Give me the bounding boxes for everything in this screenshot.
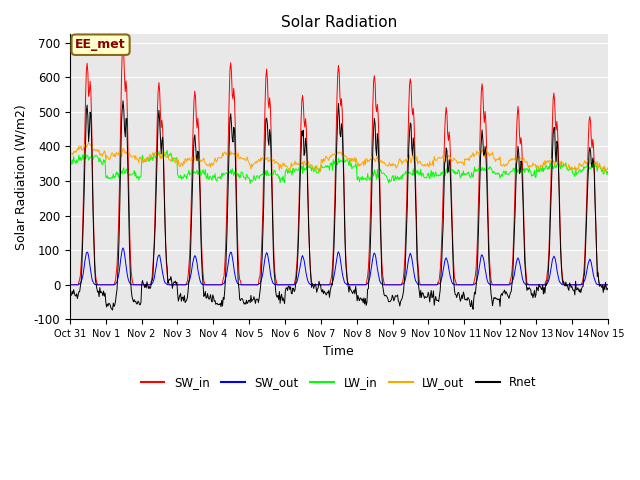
- LW_in: [604, 168, 612, 174]
- SW_out: [604, 282, 612, 288]
- LW_out: [76, 146, 83, 152]
- SW_in: [132, 282, 140, 288]
- Rnet: [406, 130, 413, 135]
- LW_out: [215, 155, 223, 160]
- Rnet: [119, 98, 127, 104]
- SW_out: [405, 255, 413, 261]
- SW_in: [76, 276, 83, 282]
- LW_in: [186, 171, 194, 177]
- LW_in: [163, 147, 171, 153]
- LW_in: [76, 157, 83, 163]
- SW_out: [420, 282, 428, 288]
- Legend: SW_in, SW_out, LW_in, LW_out, Rnet: SW_in, SW_out, LW_in, LW_out, Rnet: [136, 371, 541, 394]
- SW_in: [215, 282, 223, 288]
- Rnet: [66, 295, 74, 300]
- SW_in: [420, 282, 428, 288]
- SW_in: [186, 235, 194, 240]
- Rnet: [76, 289, 83, 295]
- SW_out: [66, 282, 74, 288]
- Title: Solar Radiation: Solar Radiation: [281, 15, 397, 30]
- LW_in: [246, 180, 254, 186]
- Text: EE_met: EE_met: [76, 38, 126, 51]
- LW_out: [600, 170, 608, 176]
- Y-axis label: Solar Radiation (W/m2): Solar Radiation (W/m2): [15, 104, 28, 250]
- LW_out: [420, 161, 428, 167]
- LW_in: [131, 173, 139, 179]
- SW_in: [405, 105, 413, 110]
- SW_in: [604, 282, 612, 288]
- SW_out: [119, 245, 127, 251]
- LW_out: [186, 158, 194, 164]
- LW_in: [421, 175, 429, 180]
- SW_out: [76, 281, 83, 287]
- Rnet: [132, 301, 140, 307]
- X-axis label: Time: Time: [323, 345, 354, 358]
- Line: LW_out: LW_out: [70, 142, 608, 173]
- LW_out: [604, 165, 612, 171]
- LW_in: [66, 161, 74, 167]
- SW_out: [215, 282, 223, 288]
- SW_out: [132, 282, 140, 288]
- LW_out: [405, 155, 413, 161]
- LW_in: [406, 170, 413, 176]
- LW_out: [132, 153, 140, 159]
- Line: Rnet: Rnet: [70, 101, 608, 310]
- Rnet: [188, 231, 195, 237]
- Line: SW_in: SW_in: [70, 43, 608, 285]
- Rnet: [216, 302, 223, 308]
- LW_out: [66, 148, 74, 154]
- LW_out: [82, 139, 90, 145]
- SW_out: [186, 275, 194, 280]
- Rnet: [604, 286, 612, 291]
- SW_in: [66, 282, 74, 288]
- Line: LW_in: LW_in: [70, 150, 608, 183]
- Rnet: [109, 307, 116, 313]
- Line: SW_out: SW_out: [70, 248, 608, 285]
- LW_in: [215, 174, 223, 180]
- SW_in: [119, 40, 127, 46]
- Rnet: [421, 294, 429, 300]
